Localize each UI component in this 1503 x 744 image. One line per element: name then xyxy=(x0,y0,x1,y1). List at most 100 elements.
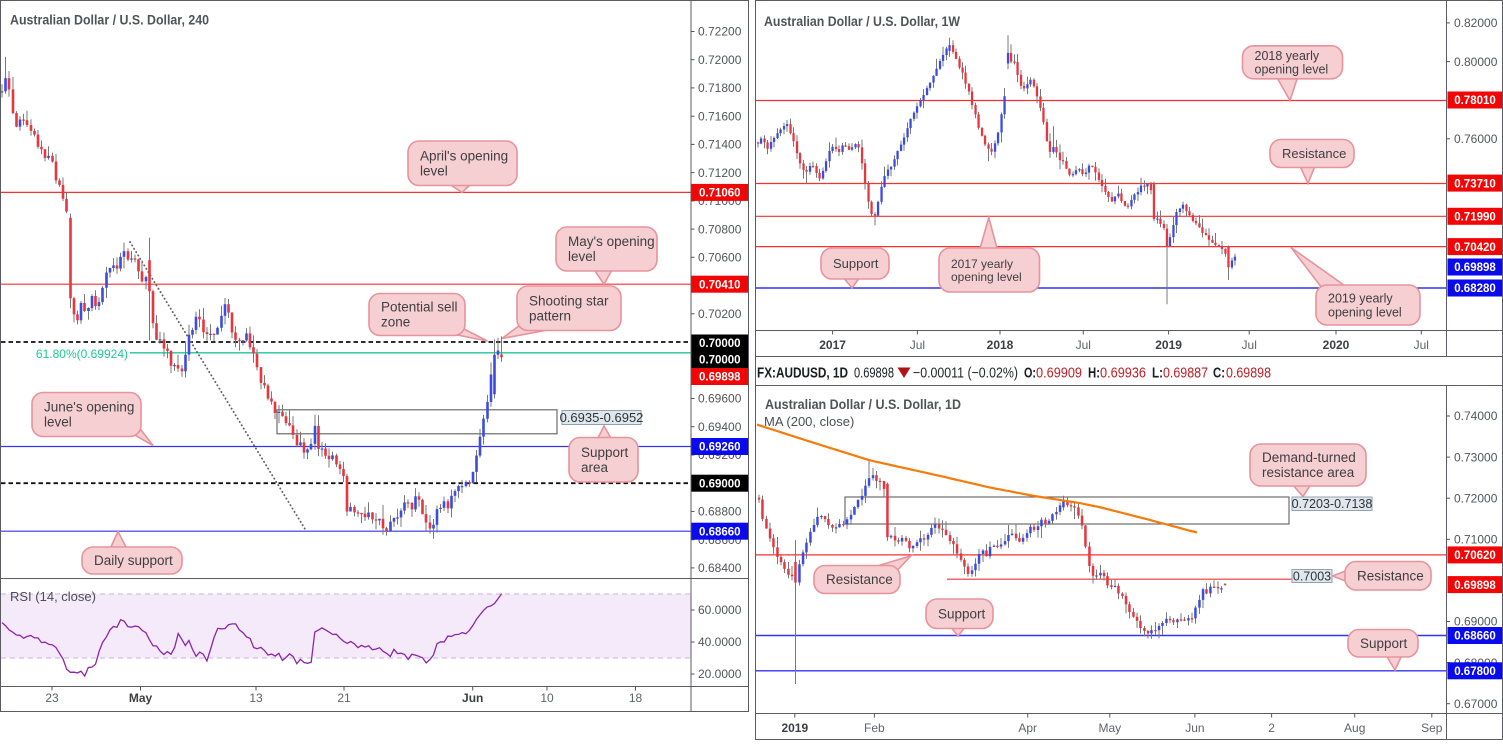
svg-text:Jul: Jul xyxy=(910,338,925,352)
svg-text:level: level xyxy=(44,415,72,430)
svg-text:0.74000: 0.74000 xyxy=(1454,409,1498,423)
svg-text:MA (200, close): MA (200, close) xyxy=(764,414,854,429)
svg-text:0.71800: 0.71800 xyxy=(698,81,742,95)
svg-text:0.69898: 0.69898 xyxy=(854,366,894,382)
svg-text:0.6935-0.6952: 0.6935-0.6952 xyxy=(560,410,644,425)
svg-text:0.67000: 0.67000 xyxy=(1454,697,1498,711)
svg-text:pattern: pattern xyxy=(529,308,571,323)
svg-text:0.68800: 0.68800 xyxy=(698,505,742,519)
svg-text:May: May xyxy=(129,691,153,705)
svg-text:Shooting star: Shooting star xyxy=(529,293,609,308)
svg-text:0.69898: 0.69898 xyxy=(1226,366,1271,382)
svg-text:L:: L: xyxy=(1152,366,1163,382)
svg-text:2017: 2017 xyxy=(819,338,846,352)
svg-text:61.80%(0.69924): 61.80%(0.69924) xyxy=(36,347,128,361)
svg-text:0.71600: 0.71600 xyxy=(698,109,742,123)
svg-text:level: level xyxy=(420,163,448,178)
svg-text:Jul: Jul xyxy=(1414,338,1429,352)
svg-text:0.73000: 0.73000 xyxy=(1454,450,1498,464)
svg-text:0.69898: 0.69898 xyxy=(1454,262,1496,274)
svg-text:0.68400: 0.68400 xyxy=(698,561,742,575)
svg-text:13: 13 xyxy=(249,691,263,705)
svg-text:2019 yearly: 2019 yearly xyxy=(1328,292,1393,306)
svg-text:Jun: Jun xyxy=(1185,721,1204,735)
svg-text:23: 23 xyxy=(45,691,59,705)
svg-text:Support: Support xyxy=(1360,636,1408,651)
svg-text:June's opening: June's opening xyxy=(44,400,134,415)
svg-text:0.68280: 0.68280 xyxy=(1454,283,1496,295)
svg-text:0.69600: 0.69600 xyxy=(698,392,742,406)
svg-text:0.68660: 0.68660 xyxy=(1454,631,1496,643)
svg-text:0.7203-0.7138: 0.7203-0.7138 xyxy=(1292,497,1373,511)
svg-text:0.69000: 0.69000 xyxy=(699,478,741,490)
svg-text:2018: 2018 xyxy=(987,338,1014,352)
svg-text:Resistance: Resistance xyxy=(826,572,893,587)
svg-text:0.72000: 0.72000 xyxy=(698,53,742,67)
svg-text:Jul: Jul xyxy=(1076,338,1091,352)
svg-text:40.0000: 40.0000 xyxy=(698,635,742,649)
svg-text:0.69400: 0.69400 xyxy=(698,420,742,434)
svg-text:April's opening: April's opening xyxy=(420,148,508,163)
svg-text:0.71990: 0.71990 xyxy=(1454,212,1496,224)
svg-text:0.69260: 0.69260 xyxy=(699,442,741,454)
svg-text:0.76000: 0.76000 xyxy=(1454,132,1498,146)
svg-text:0.71200: 0.71200 xyxy=(698,166,742,180)
svg-text:0.70800: 0.70800 xyxy=(698,222,742,236)
svg-text:0.70200: 0.70200 xyxy=(698,307,742,321)
svg-text:C:: C: xyxy=(1213,366,1225,382)
svg-text:H:: H: xyxy=(1088,366,1100,382)
svg-text:0.78010: 0.78010 xyxy=(1454,95,1496,107)
svg-text:0.71000: 0.71000 xyxy=(1454,533,1498,547)
svg-text:0.69936: 0.69936 xyxy=(1100,366,1146,382)
svg-text:0.70600: 0.70600 xyxy=(698,251,742,265)
svg-text:Resistance: Resistance xyxy=(1357,568,1424,583)
svg-text:0.70410: 0.70410 xyxy=(699,279,741,291)
svg-text:0.69887: 0.69887 xyxy=(1163,366,1208,382)
svg-text:0.72000: 0.72000 xyxy=(1454,491,1498,505)
svg-text:0.69000: 0.69000 xyxy=(1454,615,1498,629)
svg-text:Demand-turned: Demand-turned xyxy=(1262,450,1356,465)
svg-text:0.71060: 0.71060 xyxy=(699,188,741,200)
svg-text:RSI (14, close): RSI (14, close) xyxy=(10,589,96,604)
svg-text:Sep: Sep xyxy=(1421,721,1443,735)
svg-text:0.71400: 0.71400 xyxy=(698,138,742,152)
svg-text:opening level: opening level xyxy=(1255,63,1329,77)
svg-text:10: 10 xyxy=(540,691,554,705)
svg-text:0.80000: 0.80000 xyxy=(1454,55,1498,69)
svg-text:opening level: opening level xyxy=(1328,306,1402,320)
svg-text:Resistance: Resistance xyxy=(1282,146,1346,161)
svg-text:O:: O: xyxy=(1024,366,1036,382)
svg-text:Australian Dollar / U.S. Dolla: Australian Dollar / U.S. Dollar, 1D xyxy=(765,396,961,412)
svg-text:0.70620: 0.70620 xyxy=(1454,550,1496,562)
svg-text:−0.00011 (−0.02%): −0.00011 (−0.02%) xyxy=(913,366,1018,382)
svg-text:Aug: Aug xyxy=(1344,721,1365,735)
svg-text:Australian Dollar / U.S. Dolla: Australian Dollar / U.S. Dollar, 240 xyxy=(10,12,209,28)
svg-text:May's opening: May's opening xyxy=(568,234,655,249)
svg-text:2018 yearly: 2018 yearly xyxy=(1255,49,1320,63)
svg-text:2017 yearly: 2017 yearly xyxy=(951,257,1013,271)
svg-text:Australian Dollar / U.S. Dolla: Australian Dollar / U.S. Dollar, 1W xyxy=(764,13,961,29)
svg-text:60.0000: 60.0000 xyxy=(698,603,742,617)
svg-text:0.70420: 0.70420 xyxy=(1454,242,1496,254)
svg-text:Daily support: Daily support xyxy=(94,553,173,568)
svg-text:21: 21 xyxy=(337,691,351,705)
svg-text:May: May xyxy=(1098,721,1121,735)
svg-text:18: 18 xyxy=(629,691,643,705)
svg-text:Support: Support xyxy=(833,256,879,271)
svg-text:Jul: Jul xyxy=(1242,338,1257,352)
svg-text:0.70000: 0.70000 xyxy=(699,338,741,350)
svg-text:0.68660: 0.68660 xyxy=(699,526,741,538)
svg-text:0.7003: 0.7003 xyxy=(1293,570,1331,584)
svg-text:2019: 2019 xyxy=(1155,338,1182,352)
svg-text:Feb: Feb xyxy=(864,721,885,735)
svg-text:0.70000: 0.70000 xyxy=(699,355,741,367)
svg-text:Support: Support xyxy=(581,445,629,460)
svg-text:2020: 2020 xyxy=(1323,338,1350,352)
svg-text:resistance area: resistance area xyxy=(1262,465,1355,480)
svg-text:0.69898: 0.69898 xyxy=(699,372,741,384)
svg-text:20.0000: 20.0000 xyxy=(698,667,742,681)
svg-text:Support: Support xyxy=(938,606,986,621)
svg-text:2019: 2019 xyxy=(781,721,808,735)
svg-text:level: level xyxy=(568,249,596,264)
svg-text:zone: zone xyxy=(381,315,410,330)
